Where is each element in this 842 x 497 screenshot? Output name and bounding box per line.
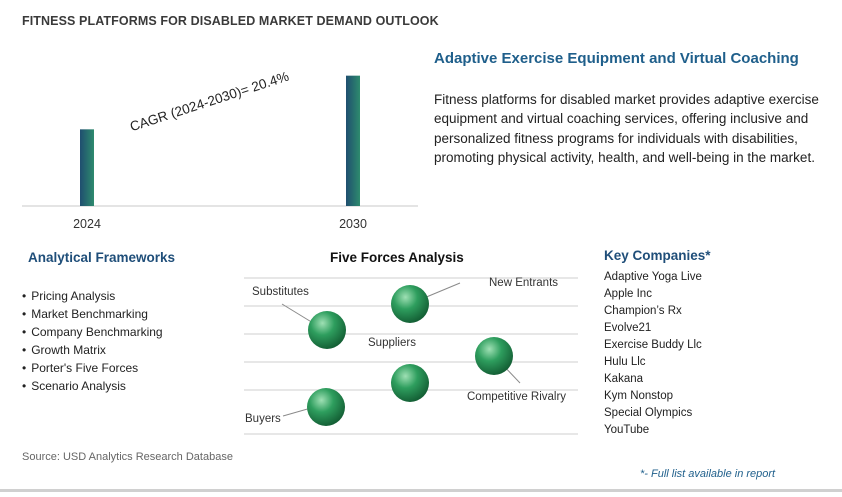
- framework-item: Pricing Analysis: [22, 287, 163, 305]
- x-tick-label: 2030: [339, 217, 367, 231]
- analytical-frameworks-title: Analytical Frameworks: [28, 250, 176, 265]
- bar-2024: [80, 129, 94, 206]
- growth-bar-chart: 2024 2030: [22, 75, 418, 231]
- new-entrants-sphere: [391, 285, 429, 323]
- framework-item: Porter's Five Forces: [22, 359, 163, 377]
- competitive-rivalry-sphere: [475, 337, 513, 375]
- buyers-label: Buyers: [245, 413, 281, 425]
- company-item: Apple Inc: [604, 288, 652, 300]
- framework-item: Market Benchmarking: [22, 305, 163, 323]
- framework-item: Growth Matrix: [22, 341, 163, 359]
- analytical-frameworks-list: Pricing Analysis Market Benchmarking Com…: [22, 287, 163, 395]
- company-item: Adaptive Yoga Live: [604, 271, 702, 283]
- description-title: Adaptive Exercise Equipment and Virtual …: [434, 50, 799, 67]
- company-item: Special Olympics: [604, 407, 693, 419]
- description-text: Fitness platforms for disabled market pr…: [434, 92, 819, 166]
- company-item: Evolve21: [604, 322, 652, 334]
- suppliers-sphere: [391, 364, 429, 402]
- key-companies-title: Key Companies*: [604, 248, 711, 263]
- suppliers-label: Suppliers: [368, 337, 416, 349]
- company-item: Hulu Llc: [604, 356, 646, 368]
- framework-item: Scenario Analysis: [22, 377, 163, 395]
- substitutes-label: Substitutes: [252, 286, 309, 298]
- framework-item: Company Benchmarking: [22, 323, 162, 341]
- company-item: Kym Nonstop: [604, 390, 674, 402]
- page-title: FITNESS PLATFORMS FOR DISABLED MARKET DE…: [22, 14, 439, 28]
- bottom-divider: [0, 489, 842, 492]
- company-item: Champion’s Rx: [604, 305, 682, 317]
- five-forces-title: Five Forces Analysis: [330, 250, 464, 265]
- substitutes-sphere: [308, 311, 346, 349]
- key-companies-list: Adaptive Yoga Live Apple Inc Champion’s …: [604, 269, 702, 439]
- bar-2030: [346, 75, 360, 206]
- company-item: Exercise Buddy Llc: [604, 339, 702, 351]
- buyers-sphere: [307, 388, 345, 426]
- company-item: YouTube: [604, 424, 650, 436]
- source-note: Source: USD Analytics Research Database: [22, 451, 233, 463]
- new-entrants-label: New Entrants: [489, 277, 559, 289]
- competitive-rivalry-label: Competitive Rivalry: [467, 391, 567, 403]
- company-item: Kakana: [604, 373, 644, 385]
- x-tick-label: 2024: [73, 217, 101, 231]
- full-list-footnote: *- Full list available in report: [640, 468, 776, 480]
